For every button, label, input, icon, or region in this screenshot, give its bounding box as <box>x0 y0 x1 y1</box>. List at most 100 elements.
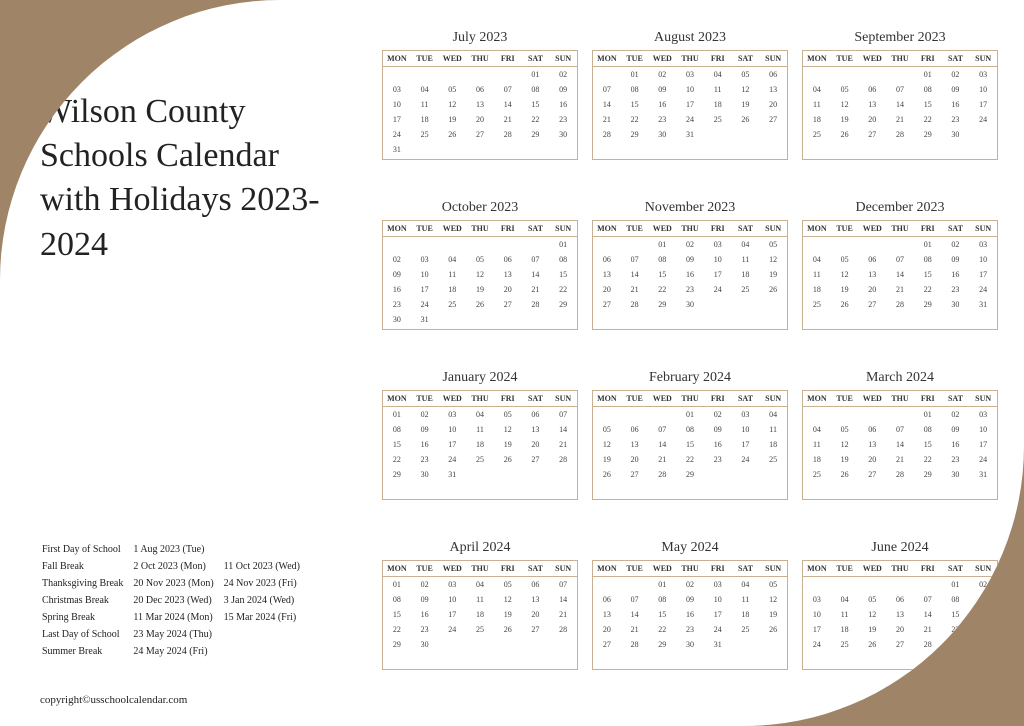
day-cell: 28 <box>522 297 550 312</box>
day-cell: 12 <box>466 267 494 282</box>
day-cell: 10 <box>438 592 466 607</box>
day-cell: 09 <box>676 592 704 607</box>
day-cell: 10 <box>732 422 760 437</box>
day-cell: 20 <box>759 97 787 112</box>
day-cell: 06 <box>886 592 914 607</box>
day-cell: 05 <box>494 577 522 592</box>
day-cell: 05 <box>858 592 886 607</box>
day-cell: 30 <box>383 312 411 327</box>
day-cell: 09 <box>676 252 704 267</box>
month-calendar: MONTUEWEDTHUFRISATSUN0000000001020304050… <box>802 50 998 160</box>
weekday-label: MON <box>383 391 411 406</box>
month-title: December 2023 <box>800 200 1000 216</box>
day-cell: 30 <box>676 637 704 652</box>
day-cell: 21 <box>621 282 649 297</box>
day-cell: 06 <box>759 67 787 82</box>
days-grid: 0000000000010203040506070809101112131415… <box>803 577 997 669</box>
weekday-label: SAT <box>942 51 970 66</box>
day-cell: 23 <box>942 282 970 297</box>
day-cell: 12 <box>494 592 522 607</box>
weekday-label: FRI <box>914 561 942 576</box>
weekday-label: FRI <box>914 391 942 406</box>
day-cell: 24 <box>969 452 997 467</box>
day-cell: 29 <box>383 467 411 482</box>
day-cell: 06 <box>494 252 522 267</box>
day-cell: 29 <box>914 127 942 142</box>
day-cell: 17 <box>676 97 704 112</box>
copyright-text: copyright©usschoolcalendar.com <box>40 694 187 706</box>
day-cell: 31 <box>969 297 997 312</box>
day-cell: 04 <box>438 252 466 267</box>
day-cell: 12 <box>831 437 859 452</box>
day-cell: 12 <box>593 437 621 452</box>
day-cell: 24 <box>438 622 466 637</box>
day-cell: 09 <box>411 592 439 607</box>
day-cell: 10 <box>969 422 997 437</box>
day-cell: 02 <box>411 407 439 422</box>
weekday-label: SUN <box>759 391 787 406</box>
month-title: June 2024 <box>800 540 1000 556</box>
day-cell: 05 <box>759 237 787 252</box>
day-cell: 17 <box>969 437 997 452</box>
day-cell: 04 <box>732 237 760 252</box>
day-cell: 10 <box>411 267 439 282</box>
weekday-header: MONTUEWEDTHUFRISATSUN <box>383 221 577 237</box>
days-grid: 0000000102030405060708091011121314151617… <box>593 407 787 499</box>
holiday-start: 2 Oct 2023 (Mon) <box>133 559 221 574</box>
day-cell: 27 <box>593 297 621 312</box>
day-cell: 19 <box>831 112 859 127</box>
day-cell: 03 <box>438 577 466 592</box>
day-cell: 04 <box>466 577 494 592</box>
weekday-label: THU <box>886 561 914 576</box>
day-cell: 28 <box>593 127 621 142</box>
day-cell: 21 <box>648 452 676 467</box>
day-cell: 25 <box>803 127 831 142</box>
day-cell: 06 <box>522 577 550 592</box>
day-cell: 15 <box>522 97 550 112</box>
day-cell: 23 <box>411 622 439 637</box>
holiday-row: Spring Break11 Mar 2024 (Mon)15 Mar 2024… <box>42 610 308 625</box>
day-cell: 30 <box>942 467 970 482</box>
month-calendar: MONTUEWEDTHUFRISATSUN0000010203040506070… <box>592 560 788 670</box>
day-cell: 26 <box>732 112 760 127</box>
day-cell: 11 <box>411 97 439 112</box>
month-block: July 2023MONTUEWEDTHUFRISATSUN0000000000… <box>380 30 580 195</box>
month-block: November 2023MONTUEWEDTHUFRISATSUN000001… <box>590 200 790 365</box>
day-cell: 02 <box>942 67 970 82</box>
day-cell: 06 <box>858 82 886 97</box>
weekday-label: WED <box>438 391 466 406</box>
day-cell: 05 <box>759 577 787 592</box>
day-cell: 03 <box>732 407 760 422</box>
day-cell: 16 <box>942 97 970 112</box>
day-cell: 29 <box>648 637 676 652</box>
day-cell: 20 <box>858 112 886 127</box>
day-cell: 28 <box>886 467 914 482</box>
holiday-end: 15 Mar 2024 (Fri) <box>224 610 308 625</box>
day-cell: 11 <box>759 422 787 437</box>
month-calendar: MONTUEWEDTHUFRISATSUN0000000001020304050… <box>802 390 998 500</box>
day-cell: 14 <box>522 267 550 282</box>
holiday-start: 20 Nov 2023 (Mon) <box>133 576 221 591</box>
day-cell: 10 <box>704 592 732 607</box>
holiday-row: Fall Break2 Oct 2023 (Mon)11 Oct 2023 (W… <box>42 559 308 574</box>
day-cell: 20 <box>593 282 621 297</box>
day-cell: 16 <box>942 437 970 452</box>
holiday-start: 20 Dec 2023 (Wed) <box>133 593 221 608</box>
holiday-table: First Day of School1 Aug 2023 (Tue)Fall … <box>40 540 310 661</box>
day-cell: 02 <box>942 237 970 252</box>
month-title: January 2024 <box>380 370 580 386</box>
day-cell: 11 <box>466 422 494 437</box>
day-cell: 01 <box>648 237 676 252</box>
day-cell: 16 <box>942 267 970 282</box>
day-cell: 24 <box>704 282 732 297</box>
day-cell: 13 <box>858 437 886 452</box>
day-cell: 11 <box>803 437 831 452</box>
weekday-label: TUE <box>831 391 859 406</box>
day-cell: 29 <box>942 637 970 652</box>
day-cell: 22 <box>914 452 942 467</box>
day-cell: 31 <box>676 127 704 142</box>
day-cell: 11 <box>732 252 760 267</box>
day-cell: 02 <box>969 577 997 592</box>
holiday-end: 11 Oct 2023 (Wed) <box>224 559 308 574</box>
weekday-label: FRI <box>914 51 942 66</box>
